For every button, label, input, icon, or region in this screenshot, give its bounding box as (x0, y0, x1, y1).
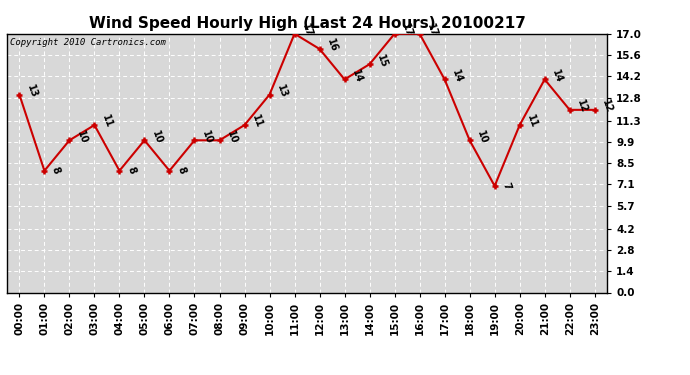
Text: 11: 11 (250, 114, 264, 130)
Text: 13: 13 (25, 83, 39, 99)
Text: 8: 8 (175, 166, 187, 176)
Text: 11: 11 (100, 114, 114, 130)
Text: 14: 14 (350, 68, 364, 84)
Text: 8: 8 (125, 166, 137, 176)
Text: 12: 12 (575, 99, 589, 115)
Title: Wind Speed Hourly High (Last 24 Hours) 20100217: Wind Speed Hourly High (Last 24 Hours) 2… (88, 16, 526, 31)
Text: Copyright 2010 Cartronics.com: Copyright 2010 Cartronics.com (10, 38, 166, 46)
Text: 17: 17 (300, 22, 314, 39)
Text: 15: 15 (375, 53, 389, 69)
Text: 12: 12 (600, 99, 614, 115)
Text: 13: 13 (275, 83, 289, 99)
Text: 10: 10 (475, 129, 489, 145)
Text: 8: 8 (50, 166, 61, 176)
Text: 16: 16 (325, 38, 339, 54)
Text: 10: 10 (150, 129, 164, 145)
Text: 10: 10 (75, 129, 89, 145)
Text: 7: 7 (500, 181, 512, 191)
Text: 10: 10 (225, 129, 239, 145)
Text: 17: 17 (425, 22, 439, 39)
Text: 17: 17 (400, 22, 414, 39)
Text: 10: 10 (200, 129, 214, 145)
Text: 14: 14 (450, 68, 464, 84)
Text: 14: 14 (550, 68, 564, 84)
Text: 11: 11 (525, 114, 539, 130)
